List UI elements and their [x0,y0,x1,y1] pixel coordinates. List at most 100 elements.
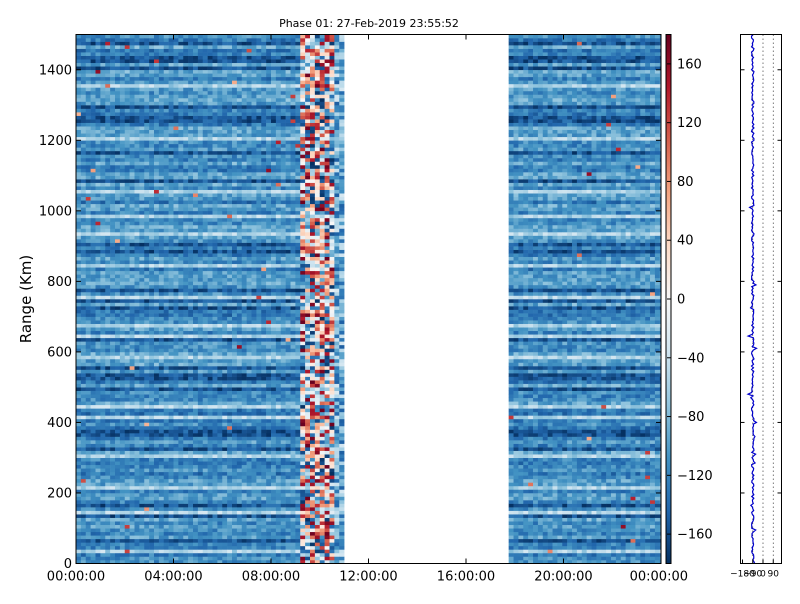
heatmap-cell [110,136,116,141]
heatmap-cell [178,510,184,515]
heatmap-cell [183,249,189,254]
heatmap-cell [115,468,121,473]
heatmap-cell [188,320,194,324]
heatmap-cell [168,291,174,296]
heatmap-cell [149,461,155,466]
heatmap-cell [105,101,111,106]
heatmap-cell [85,320,91,324]
heatmap-cell [227,306,233,310]
heatmap-cell [197,344,204,349]
heatmap-cell [149,263,155,268]
heatmap-cell [217,344,223,349]
heatmap-cell [149,559,155,564]
heatmap-cell [85,161,91,166]
heatmap-cell [232,69,238,74]
heatmap-cell [227,411,233,416]
heatmap-cell [154,323,160,328]
heatmap-cell [76,373,82,377]
heatmap-cell [193,362,199,367]
heatmap-cell [80,450,87,455]
heatmap-cell [212,309,218,314]
heatmap-cell [129,327,135,332]
heatmap-cell [217,270,223,275]
heatmap-cell [158,112,165,116]
heatmap-cell [207,295,213,300]
heatmap-cell [232,235,238,240]
heatmap-cell [80,344,87,349]
heatmap-cell [178,436,184,441]
heatmap-cell [95,214,101,219]
heatmap-cell [158,559,165,564]
heatmap-cell [202,66,208,71]
heatmap-cell [227,454,233,458]
heatmap-cell [119,119,126,123]
heatmap-cell [80,228,87,233]
heatmap-cell [158,309,165,314]
heatmap-cell [232,168,238,173]
heatmap-cell [188,34,194,39]
heatmap-cell [76,552,82,557]
heatmap-cell [110,538,116,543]
heatmap-cell [188,253,194,257]
heatmap-cell [202,207,208,212]
heatmap-cell [110,168,116,173]
heatmap-cell [115,274,121,279]
heatmap-cell [207,263,213,268]
heatmap-cell [100,337,106,342]
heatmap-cell [163,203,169,208]
heatmap-cell [227,136,233,141]
heatmap-cell [124,415,130,420]
heatmap-cell [95,45,101,49]
heatmap-cell [100,507,106,511]
heatmap-cell [232,193,238,198]
heatmap-cell [139,136,145,141]
heatmap-cell [168,464,174,469]
heatmap-cell [232,390,238,395]
heatmap-cell [90,126,96,131]
heatmap-cell [76,475,82,480]
heatmap-cell [193,196,199,201]
heatmap-cell [85,443,91,448]
heatmap-cell [105,249,111,254]
heatmap-cell [158,94,165,99]
heatmap-cell [168,45,174,49]
heatmap-cell [193,425,199,430]
heatmap-cell [227,97,233,102]
heatmap-cell [149,235,155,240]
heatmap-cell [149,408,155,413]
heatmap-cell [188,157,194,162]
heatmap-cell [124,507,130,511]
heatmap-cell [207,418,213,423]
heatmap-cell [85,189,91,194]
heatmap-cell [222,105,228,109]
heatmap-cell [193,260,199,265]
heatmap-cell [76,175,82,180]
heatmap-cell [212,433,218,437]
heatmap-cell [207,246,213,250]
heatmap-cell [178,373,184,377]
heatmap-cell [100,284,106,289]
heatmap-cell [76,464,82,469]
heatmap-cell [222,369,228,374]
heatmap-cell [227,203,233,208]
heatmap-cell [207,48,213,53]
heatmap-cell [95,380,101,384]
heatmap-cell [212,366,218,370]
heatmap-cell [178,489,184,494]
heatmap-cell [110,454,116,458]
heatmap-cell [158,196,165,201]
heatmap-cell [134,475,140,480]
heatmap-cell [76,309,82,314]
heatmap-cell [100,207,106,212]
heatmap-cell [85,418,91,423]
heatmap-cell [154,200,160,205]
heatmap-cell [105,203,111,208]
heatmap-cell [188,443,194,448]
heatmap-cell [134,256,140,261]
heatmap-cell [115,475,121,480]
heatmap-cell [154,97,160,102]
heatmap-cell [80,348,87,353]
heatmap-cell [129,489,135,494]
heatmap-cell [80,203,87,208]
heatmap-cell [90,182,96,187]
